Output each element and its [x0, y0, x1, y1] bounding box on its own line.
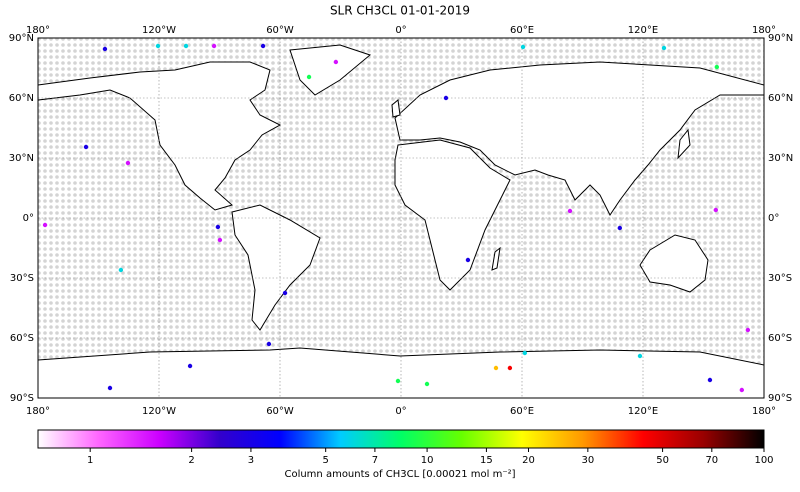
observation-point: [739, 387, 745, 393]
x-tick-label: 60°W: [266, 406, 294, 417]
observation-point: [187, 363, 193, 369]
colorbar-label: Column amounts of CH3CL [0.00021 mol m⁻²…: [284, 469, 515, 480]
observation-point: [493, 365, 499, 371]
great-britain: [391, 99, 401, 118]
japan: [677, 128, 691, 160]
x-tick-label: 60°W: [266, 25, 294, 36]
colorbar-tick-label: 5: [322, 455, 328, 466]
observation-point: [714, 64, 720, 70]
colorbar-tick-label: 7: [372, 455, 378, 466]
colorbar-tick-label: 20: [522, 455, 535, 466]
x-tick-label: 180°: [752, 406, 776, 417]
observation-point: [211, 43, 217, 49]
observation-point: [745, 327, 751, 333]
observation-point: [443, 95, 449, 101]
x-tick-label: 0°: [395, 25, 406, 36]
observation-point: [118, 267, 124, 273]
y-tick-label: 60°N: [9, 93, 34, 104]
observation-point: [83, 144, 89, 150]
observation-point: [520, 44, 526, 50]
observations: [42, 43, 751, 393]
x-tick-label: 120°W: [142, 25, 176, 36]
y-tick-label: 90°S: [10, 393, 34, 404]
observation-point: [567, 208, 573, 214]
observation-point: [266, 341, 272, 347]
australia: [639, 234, 709, 293]
y-tick-label: 0°: [768, 213, 779, 224]
colorbar-tick-label: 30: [581, 455, 594, 466]
greenland: [289, 44, 372, 96]
map-title: SLR CH3CL 01-01-2019: [330, 4, 470, 18]
x-tick-label: 180°: [26, 406, 50, 417]
observation-point: [713, 207, 719, 213]
observation-point: [42, 222, 48, 228]
x-tick-label: 120°E: [628, 406, 658, 417]
observation-point: [215, 224, 221, 230]
y-tick-label: 60°N: [768, 93, 793, 104]
x-tick-label: 60°E: [510, 406, 534, 417]
eurasia: [394, 61, 765, 216]
observation-point: [125, 160, 131, 166]
observation-point: [465, 257, 471, 263]
observation-point: [217, 237, 223, 243]
x-tick-label: 0°: [395, 406, 406, 417]
south-america: [231, 204, 321, 331]
observation-point: [661, 45, 667, 51]
y-tick-label: 60°S: [768, 333, 792, 344]
colorbar-tick-label: 1: [87, 455, 93, 466]
x-tick-label: 120°E: [628, 25, 658, 36]
observation-point: [155, 43, 161, 49]
y-tick-label: 30°N: [768, 153, 793, 164]
y-tick-label: 30°S: [10, 273, 34, 284]
colorbar-tick-label: 10: [421, 455, 434, 466]
x-tick-label: 120°W: [142, 406, 176, 417]
observation-point: [183, 43, 189, 49]
observation-point: [102, 46, 108, 52]
colorbar-tick-label: 2: [188, 455, 194, 466]
observation-point: [260, 43, 266, 49]
observation-point: [306, 74, 312, 80]
observation-point: [507, 365, 513, 371]
y-tick-label: 90°S: [768, 393, 792, 404]
y-tick-label: 90°N: [768, 33, 793, 44]
colorbar-tick-label: 70: [705, 455, 718, 466]
colorbar-tick-label: 50: [656, 455, 669, 466]
x-tick-label: 180°: [26, 25, 50, 36]
y-tick-label: 30°S: [768, 273, 792, 284]
observation-point: [107, 385, 113, 391]
colorbar: [37, 429, 765, 449]
observation-point: [424, 381, 430, 387]
colorbar-tick-label: 100: [754, 455, 773, 466]
colorbar-tick-label: 3: [248, 455, 254, 466]
y-tick-label: 60°S: [10, 333, 34, 344]
colorbar-tick-label: 15: [480, 455, 493, 466]
y-tick-label: 90°N: [9, 33, 34, 44]
observation-point: [395, 378, 401, 384]
y-tick-label: 30°N: [9, 153, 34, 164]
madagascar: [491, 246, 501, 271]
antarctica: [37, 347, 765, 399]
x-tick-label: 180°: [752, 25, 776, 36]
map-frame: [37, 37, 765, 399]
observation-point: [637, 353, 643, 359]
y-tick-label: 0°: [23, 213, 34, 224]
observation-point: [617, 225, 623, 231]
observation-point: [333, 59, 339, 65]
observation-point: [522, 350, 528, 356]
observation-point: [282, 290, 288, 296]
observation-point: [707, 377, 713, 383]
x-tick-label: 60°E: [510, 25, 534, 36]
